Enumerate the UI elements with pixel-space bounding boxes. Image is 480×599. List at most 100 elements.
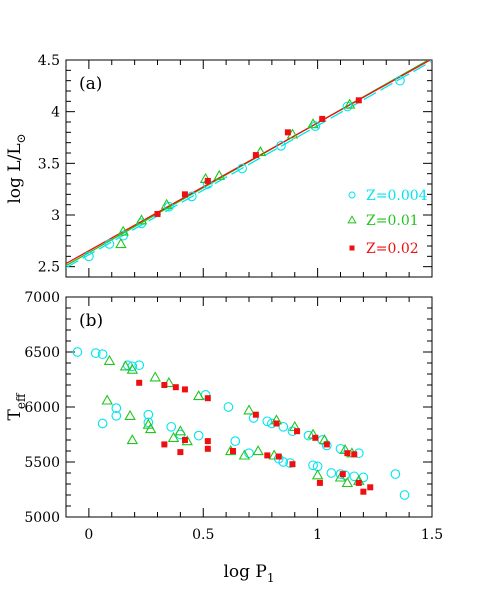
- data-point: [342, 101, 353, 112]
- data-point: [316, 479, 323, 486]
- data-point: [119, 360, 132, 371]
- data-point: [115, 238, 127, 249]
- legend-label: Z=0.01: [366, 213, 419, 229]
- data-point: [238, 449, 251, 460]
- data-point: [275, 453, 282, 460]
- data-point: [321, 440, 332, 451]
- data-point: [395, 75, 405, 86]
- fit-line: [66, 60, 432, 269]
- data-point: [181, 386, 188, 393]
- data-point: [111, 410, 122, 421]
- x-axis-title: log P1: [223, 562, 274, 585]
- data-point: [351, 451, 358, 458]
- data-point: [237, 163, 247, 174]
- data-point: [160, 198, 173, 209]
- y-tick-label: 5000: [24, 510, 60, 526]
- data-point: [360, 488, 367, 495]
- legend-marker: [347, 215, 357, 224]
- y-tick-label: 3.5: [38, 156, 60, 172]
- data-point: [284, 129, 291, 136]
- legend-label: Z=0.004: [366, 188, 428, 204]
- data-point: [111, 403, 122, 413]
- data-point: [276, 140, 286, 151]
- fit-line: [66, 60, 432, 265]
- data-point: [308, 460, 318, 471]
- y-axis-title: Teff: [5, 392, 28, 420]
- y-tick-label: 3: [51, 208, 60, 224]
- data-point: [104, 239, 115, 249]
- data-point: [307, 118, 319, 129]
- data-point: [177, 449, 184, 456]
- y-tick-label: 2.5: [38, 260, 60, 276]
- x-tick-label: 0: [84, 527, 93, 543]
- data-point: [134, 360, 145, 371]
- data-point: [172, 384, 179, 391]
- data-point: [326, 468, 337, 478]
- data-point: [344, 450, 351, 457]
- data-point: [355, 479, 362, 486]
- data-point: [223, 402, 234, 412]
- data-point: [278, 421, 289, 432]
- data-point: [204, 445, 211, 452]
- data-point: [126, 363, 139, 374]
- data-point: [164, 201, 174, 212]
- data-point: [166, 421, 177, 432]
- data-point: [264, 452, 271, 459]
- data-point: [213, 169, 226, 180]
- data-point: [144, 423, 157, 434]
- x-tick-label: 1: [313, 527, 322, 543]
- data-point: [294, 428, 301, 435]
- data-point: [289, 461, 296, 468]
- data-point: [154, 210, 161, 217]
- data-point: [367, 484, 374, 491]
- y-tick-label: 6000: [24, 400, 60, 416]
- legend-label: Z=0.02: [366, 241, 419, 257]
- data-point: [135, 214, 148, 225]
- y-tick-label: 6500: [24, 345, 60, 361]
- data-point: [343, 98, 356, 109]
- data-point: [278, 457, 289, 467]
- data-point: [97, 418, 108, 429]
- data-point: [341, 476, 354, 488]
- data-point: [84, 251, 94, 262]
- data-point: [117, 225, 129, 236]
- data-point: [136, 379, 143, 386]
- data-point: [339, 471, 346, 478]
- data-point: [312, 434, 319, 441]
- legend-marker: [348, 191, 356, 199]
- data-point: [323, 441, 330, 448]
- x-tick-label: 0.5: [192, 527, 214, 543]
- y-tick-label: 5500: [24, 455, 60, 471]
- data-point: [174, 425, 187, 436]
- data-point: [399, 490, 410, 500]
- data-point: [273, 420, 280, 427]
- data-point: [97, 349, 108, 360]
- legend: Z=0.004 Z=0.01 Z=0.02: [347, 188, 428, 257]
- data-point: [101, 394, 113, 405]
- y-tick-label: 7000: [24, 290, 60, 306]
- data-point: [252, 411, 259, 418]
- data-point: [181, 191, 188, 198]
- data-point: [319, 115, 326, 122]
- x-tick-label: 1.5: [421, 527, 443, 543]
- data-point: [252, 152, 259, 159]
- panel-a: 2.533.544.5(a)log L/L⊙Z=0.004Z=0.01Z=0.0…: [5, 53, 433, 278]
- y-axis-title: log L/L⊙: [5, 133, 28, 203]
- panel-label: (a): [79, 74, 102, 94]
- data-point: [193, 430, 204, 441]
- data-point: [204, 395, 211, 402]
- data-point: [181, 437, 188, 443]
- data-point: [167, 431, 180, 442]
- data-point: [252, 445, 264, 456]
- data-point: [192, 390, 205, 401]
- data-point: [243, 404, 255, 415]
- y-tick-label: 4.5: [38, 53, 60, 69]
- panel-b: 5000 5500 6000 6500 7000 0 0.5 1 1.5 (b) Teff log P…: [5, 290, 443, 585]
- panel-label: (b): [79, 311, 103, 331]
- data-point: [230, 436, 241, 446]
- data-point: [90, 348, 101, 358]
- data-point: [124, 409, 136, 420]
- data-point: [390, 469, 401, 479]
- data-point: [204, 438, 211, 445]
